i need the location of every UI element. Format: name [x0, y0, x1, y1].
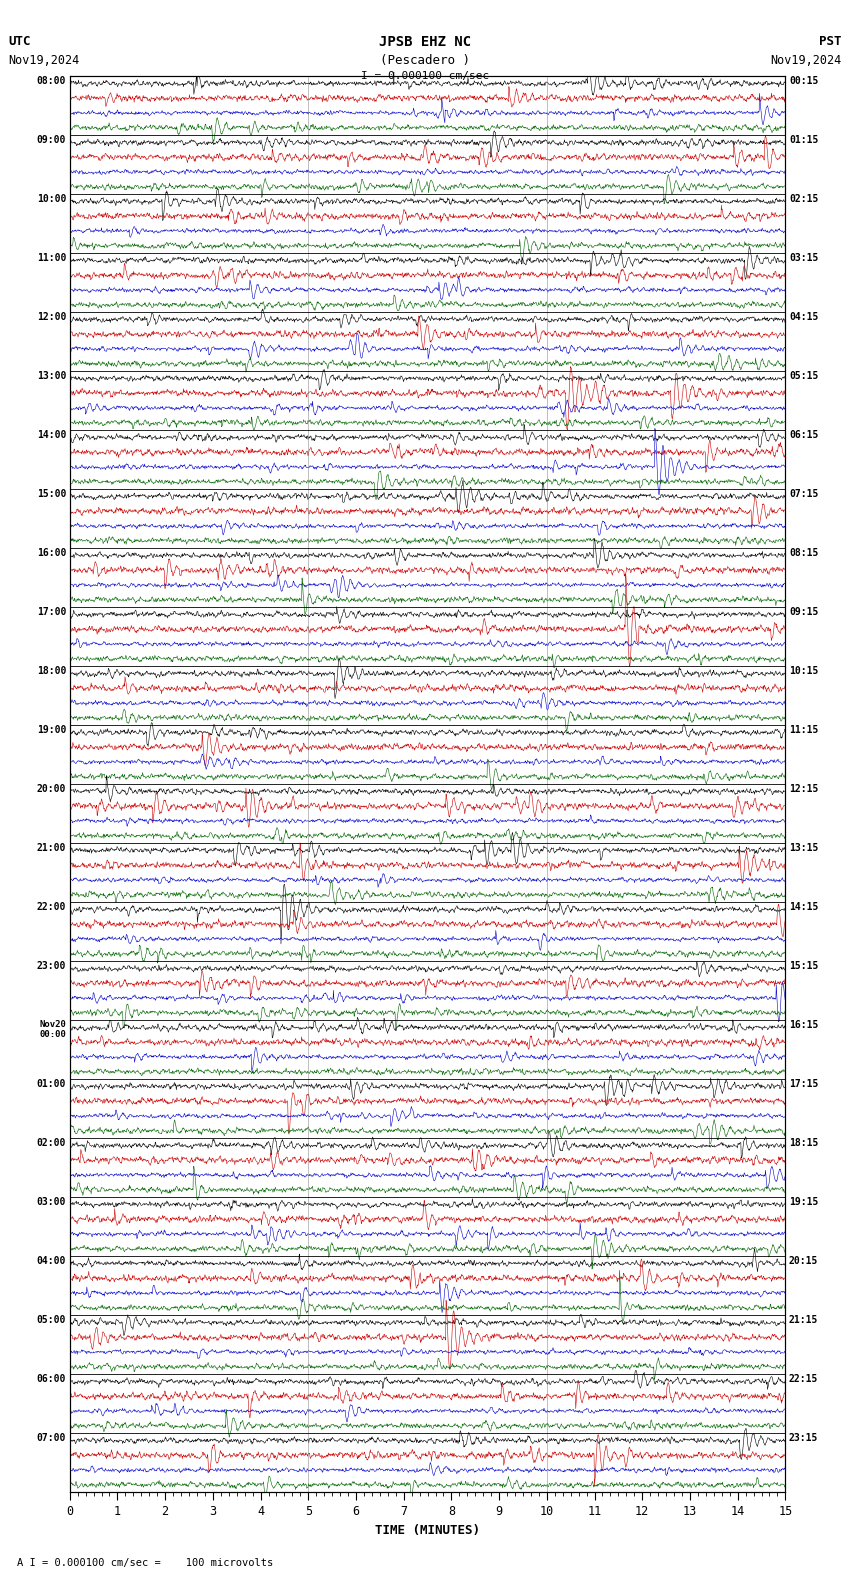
Text: 10:00: 10:00 — [37, 195, 66, 204]
Text: 14:00: 14:00 — [37, 429, 66, 440]
Text: 07:00: 07:00 — [37, 1434, 66, 1443]
Text: 02:00: 02:00 — [37, 1137, 66, 1148]
Text: 18:15: 18:15 — [789, 1137, 819, 1148]
Text: 09:15: 09:15 — [789, 607, 819, 618]
Text: 05:00: 05:00 — [37, 1315, 66, 1326]
Text: 23:00: 23:00 — [37, 961, 66, 971]
Text: 01:00: 01:00 — [37, 1079, 66, 1090]
Text: 02:15: 02:15 — [789, 195, 819, 204]
Text: I = 0.000100 cm/sec: I = 0.000100 cm/sec — [361, 71, 489, 81]
Text: UTC: UTC — [8, 35, 31, 48]
Text: 20:15: 20:15 — [789, 1256, 819, 1266]
Text: 19:00: 19:00 — [37, 725, 66, 735]
Text: 17:00: 17:00 — [37, 607, 66, 618]
Text: 23:15: 23:15 — [789, 1434, 819, 1443]
Text: 10:15: 10:15 — [789, 665, 819, 676]
Text: JPSB EHZ NC: JPSB EHZ NC — [379, 35, 471, 49]
Text: 00:15: 00:15 — [789, 76, 819, 86]
Text: 01:15: 01:15 — [789, 135, 819, 146]
Text: 21:15: 21:15 — [789, 1315, 819, 1326]
Text: 04:15: 04:15 — [789, 312, 819, 322]
Text: 06:15: 06:15 — [789, 429, 819, 440]
Text: 19:15: 19:15 — [789, 1198, 819, 1207]
Text: 21:00: 21:00 — [37, 843, 66, 854]
Text: 11:00: 11:00 — [37, 253, 66, 263]
Text: 17:15: 17:15 — [789, 1079, 819, 1090]
Text: 16:00: 16:00 — [37, 548, 66, 558]
Text: 22:15: 22:15 — [789, 1373, 819, 1384]
Text: 13:15: 13:15 — [789, 843, 819, 854]
Text: PST: PST — [819, 35, 842, 48]
Text: Nov19,2024: Nov19,2024 — [770, 54, 842, 67]
Text: 05:15: 05:15 — [789, 371, 819, 382]
Text: 11:15: 11:15 — [789, 725, 819, 735]
Text: (Pescadero ): (Pescadero ) — [380, 54, 470, 67]
Text: 14:15: 14:15 — [789, 903, 819, 912]
Text: 07:15: 07:15 — [789, 489, 819, 499]
X-axis label: TIME (MINUTES): TIME (MINUTES) — [375, 1524, 480, 1536]
Text: 18:00: 18:00 — [37, 665, 66, 676]
Text: 03:00: 03:00 — [37, 1198, 66, 1207]
Text: 15:00: 15:00 — [37, 489, 66, 499]
Text: |: | — [390, 71, 397, 84]
Text: Nov19,2024: Nov19,2024 — [8, 54, 80, 67]
Text: 15:15: 15:15 — [789, 961, 819, 971]
Text: 08:15: 08:15 — [789, 548, 819, 558]
Text: 13:00: 13:00 — [37, 371, 66, 382]
Text: 12:15: 12:15 — [789, 784, 819, 794]
Text: Nov20
00:00: Nov20 00:00 — [39, 1020, 66, 1039]
Text: A I = 0.000100 cm/sec =    100 microvolts: A I = 0.000100 cm/sec = 100 microvolts — [17, 1559, 273, 1568]
Text: 08:00: 08:00 — [37, 76, 66, 86]
Text: 16:15: 16:15 — [789, 1020, 819, 1030]
Text: 04:00: 04:00 — [37, 1256, 66, 1266]
Text: 22:00: 22:00 — [37, 903, 66, 912]
Text: 20:00: 20:00 — [37, 784, 66, 794]
Text: 09:00: 09:00 — [37, 135, 66, 146]
Text: 03:15: 03:15 — [789, 253, 819, 263]
Text: 06:00: 06:00 — [37, 1373, 66, 1384]
Text: 12:00: 12:00 — [37, 312, 66, 322]
